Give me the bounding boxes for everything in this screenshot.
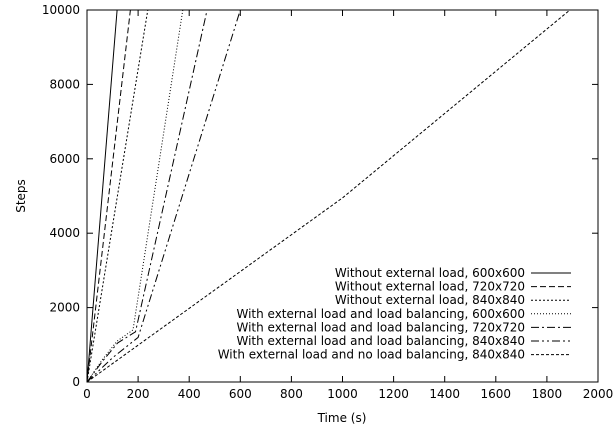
y-tick-label: 10000 — [42, 3, 80, 17]
y-axis-title: Steps — [14, 179, 28, 213]
x-tick-label: 600 — [229, 387, 252, 401]
y-tick-label: 8000 — [49, 77, 80, 91]
x-tick-label: 400 — [178, 387, 201, 401]
x-axis-title: Time (s) — [317, 411, 367, 425]
x-tick-label: 1800 — [532, 387, 563, 401]
x-tick-label: 800 — [280, 387, 303, 401]
x-tick-label: 1400 — [429, 387, 460, 401]
legend-label: With external load and load balancing, 7… — [236, 320, 525, 334]
legend-label: With external load and load balancing, 6… — [236, 307, 525, 321]
legend-label: Without external load, 840x840 — [335, 293, 525, 307]
legend-label: With external load and no load balancing… — [218, 348, 525, 362]
x-tick-label: 1600 — [481, 387, 512, 401]
series-line-3 — [86, 9, 149, 383]
series-line-5 — [86, 9, 208, 383]
y-tick-label: 4000 — [49, 226, 80, 240]
series-lines — [86, 9, 571, 383]
legend-label: With external load and load balancing, 8… — [236, 334, 525, 348]
series-line-6 — [86, 9, 241, 383]
y-tick-label: 6000 — [49, 152, 80, 166]
y-tick-label: 0 — [72, 375, 80, 389]
series-line-2 — [86, 9, 131, 383]
x-axis: 0 200 400 600 800 1000 1200 1400 1600 1800 2000 — [83, 10, 613, 401]
x-tick-label: 1200 — [378, 387, 409, 401]
x-tick-label: 200 — [127, 387, 150, 401]
x-tick-label: 1000 — [327, 387, 358, 401]
y-tick-label: 2000 — [49, 301, 80, 315]
series-line-7 — [86, 9, 571, 383]
x-tick-label: 2000 — [583, 387, 613, 401]
y-axis: 0 2000 4000 6000 8000 10000 — [42, 3, 598, 389]
legend-label: Without external load, 600x600 — [335, 266, 525, 280]
series-line-4 — [86, 9, 184, 383]
legend-label: Without external load, 720x720 — [335, 280, 525, 294]
x-tick-label: 0 — [83, 387, 91, 401]
series-line-1 — [86, 9, 118, 383]
